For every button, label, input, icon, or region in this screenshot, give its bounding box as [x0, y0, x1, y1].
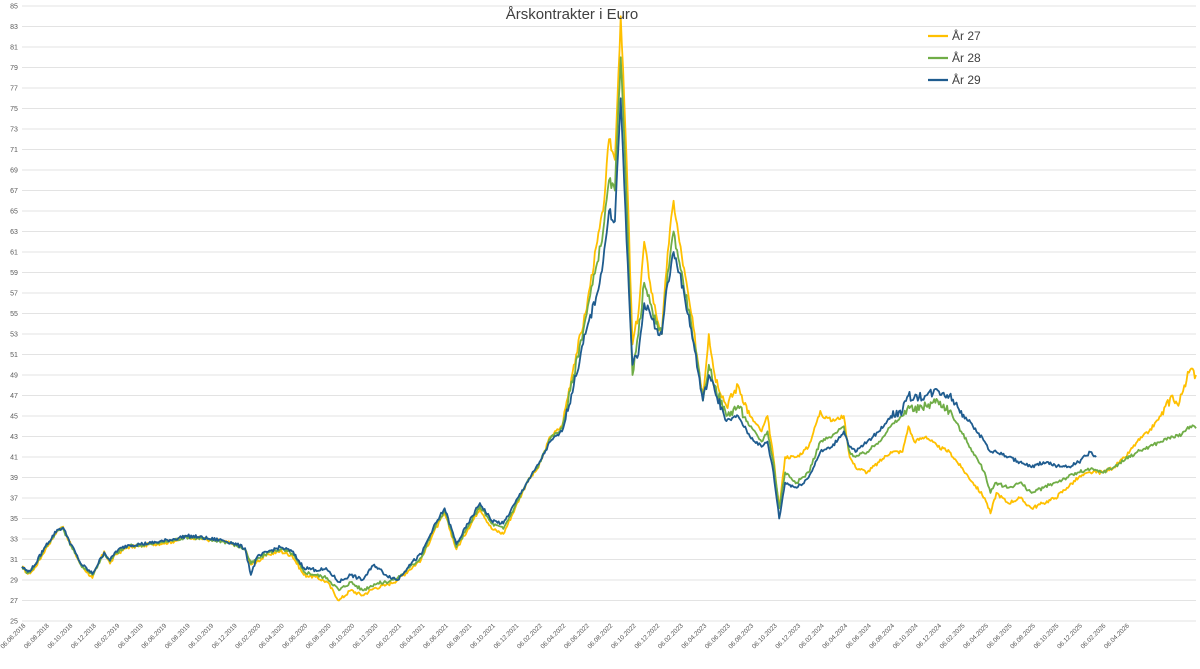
series-lines: [21, 15, 1197, 602]
y-tick-label: 47: [10, 393, 18, 400]
y-tick-label: 73: [10, 127, 18, 134]
y-tick-label: 35: [10, 516, 18, 523]
legend: År 27 År 28 År 29: [928, 28, 981, 87]
y-tick-label: 65: [10, 209, 18, 216]
series-line: [21, 97, 1097, 584]
y-tick-label: 77: [10, 86, 18, 93]
y-tick-label: 27: [10, 598, 18, 605]
x-axis-ticks: 06.06.201806.08.201806.10.201806.12.2018…: [0, 622, 1131, 650]
y-axis-ticks: 25 27 29 31 33 35 37 39 41 43 45 47 49 51 53 55 57 59 61 63…: [10, 4, 18, 626]
series-line: [21, 56, 1197, 592]
y-tick-label: 53: [10, 332, 18, 339]
legend-label: År 29: [952, 72, 981, 87]
y-tick-label: 39: [10, 475, 18, 482]
y-tick-label: 51: [10, 352, 18, 359]
y-tick-label: 83: [10, 24, 18, 31]
y-tick-label: 49: [10, 373, 18, 380]
gridlines: [22, 5, 1196, 622]
chart-title: Årskontrakter i Euro: [506, 6, 639, 23]
y-tick-label: 57: [10, 291, 18, 298]
legend-label: År 27: [952, 28, 981, 43]
y-tick-label: 45: [10, 414, 18, 421]
y-tick-label: 67: [10, 188, 18, 195]
y-tick-label: 33: [10, 537, 18, 544]
y-tick-label: 55: [10, 311, 18, 318]
y-tick-label: 25: [10, 619, 18, 626]
y-tick-label: 69: [10, 168, 18, 175]
y-tick-label: 41: [10, 455, 18, 462]
y-tick-label: 81: [10, 45, 18, 52]
y-tick-label: 29: [10, 578, 18, 585]
y-tick-label: 43: [10, 434, 18, 441]
y-tick-label: 37: [10, 496, 18, 503]
y-tick-label: 63: [10, 229, 18, 236]
x-tick-label: 06.04.2026: [1103, 622, 1131, 650]
legend-label: År 28: [952, 50, 981, 65]
y-tick-label: 71: [10, 147, 18, 154]
y-tick-label: 31: [10, 557, 18, 564]
series-line: [22, 15, 1197, 602]
y-tick-label: 85: [10, 4, 18, 11]
y-tick-label: 79: [10, 65, 18, 72]
y-tick-label: 75: [10, 106, 18, 113]
y-tick-label: 59: [10, 270, 18, 277]
y-tick-label: 61: [10, 250, 18, 257]
